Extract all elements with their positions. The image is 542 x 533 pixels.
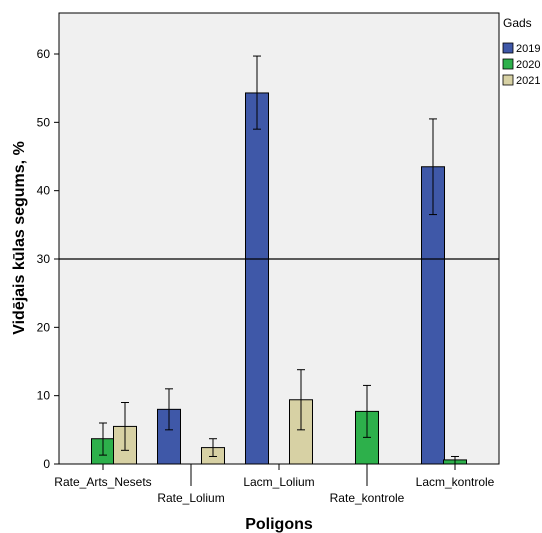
- legend-label-2021: 2021: [516, 75, 540, 87]
- y-tick-label: 40: [37, 184, 51, 198]
- bar-2019-Lacm_Lolium: [245, 92, 269, 465]
- x-tick-label: Lacm_kontrole: [416, 475, 495, 489]
- x-tick-label: Rate_kontrole: [330, 491, 405, 505]
- legend-swatch-2019: [502, 42, 514, 54]
- x-axis: Rate_Arts_Nesets Rate_Lolium Lacm_Lolium Ra…: [54, 464, 495, 505]
- y-tick-label: 10: [37, 389, 51, 403]
- x-tick-label: Rate_Arts_Nesets: [54, 475, 151, 489]
- legend-swatch-2021: [502, 74, 514, 86]
- x-tick-label: Rate_Lolium: [157, 491, 224, 505]
- legend-label-2019: 2019: [516, 43, 540, 55]
- x-axis-title: Poligons: [245, 516, 313, 533]
- legend: Gads 2019 2020 2021: [502, 16, 540, 87]
- legend-swatch-2020: [502, 58, 514, 70]
- y-tick-label: 60: [37, 47, 51, 61]
- legend-title: Gads: [503, 16, 532, 30]
- y-tick-label: 50: [37, 115, 51, 129]
- y-axis-title: Vidējais kūlas segums, %: [11, 141, 28, 335]
- y-tick-label: 0: [43, 457, 50, 471]
- y-tick-label: 20: [37, 320, 51, 334]
- legend-label-2020: 2020: [516, 59, 540, 71]
- y-axis: 0 10 20 30 40 50 60: [37, 47, 59, 471]
- error-bars: [99, 55, 459, 465]
- y-tick-label: 30: [37, 252, 51, 266]
- x-tick-label: Lacm_Lolium: [243, 475, 314, 489]
